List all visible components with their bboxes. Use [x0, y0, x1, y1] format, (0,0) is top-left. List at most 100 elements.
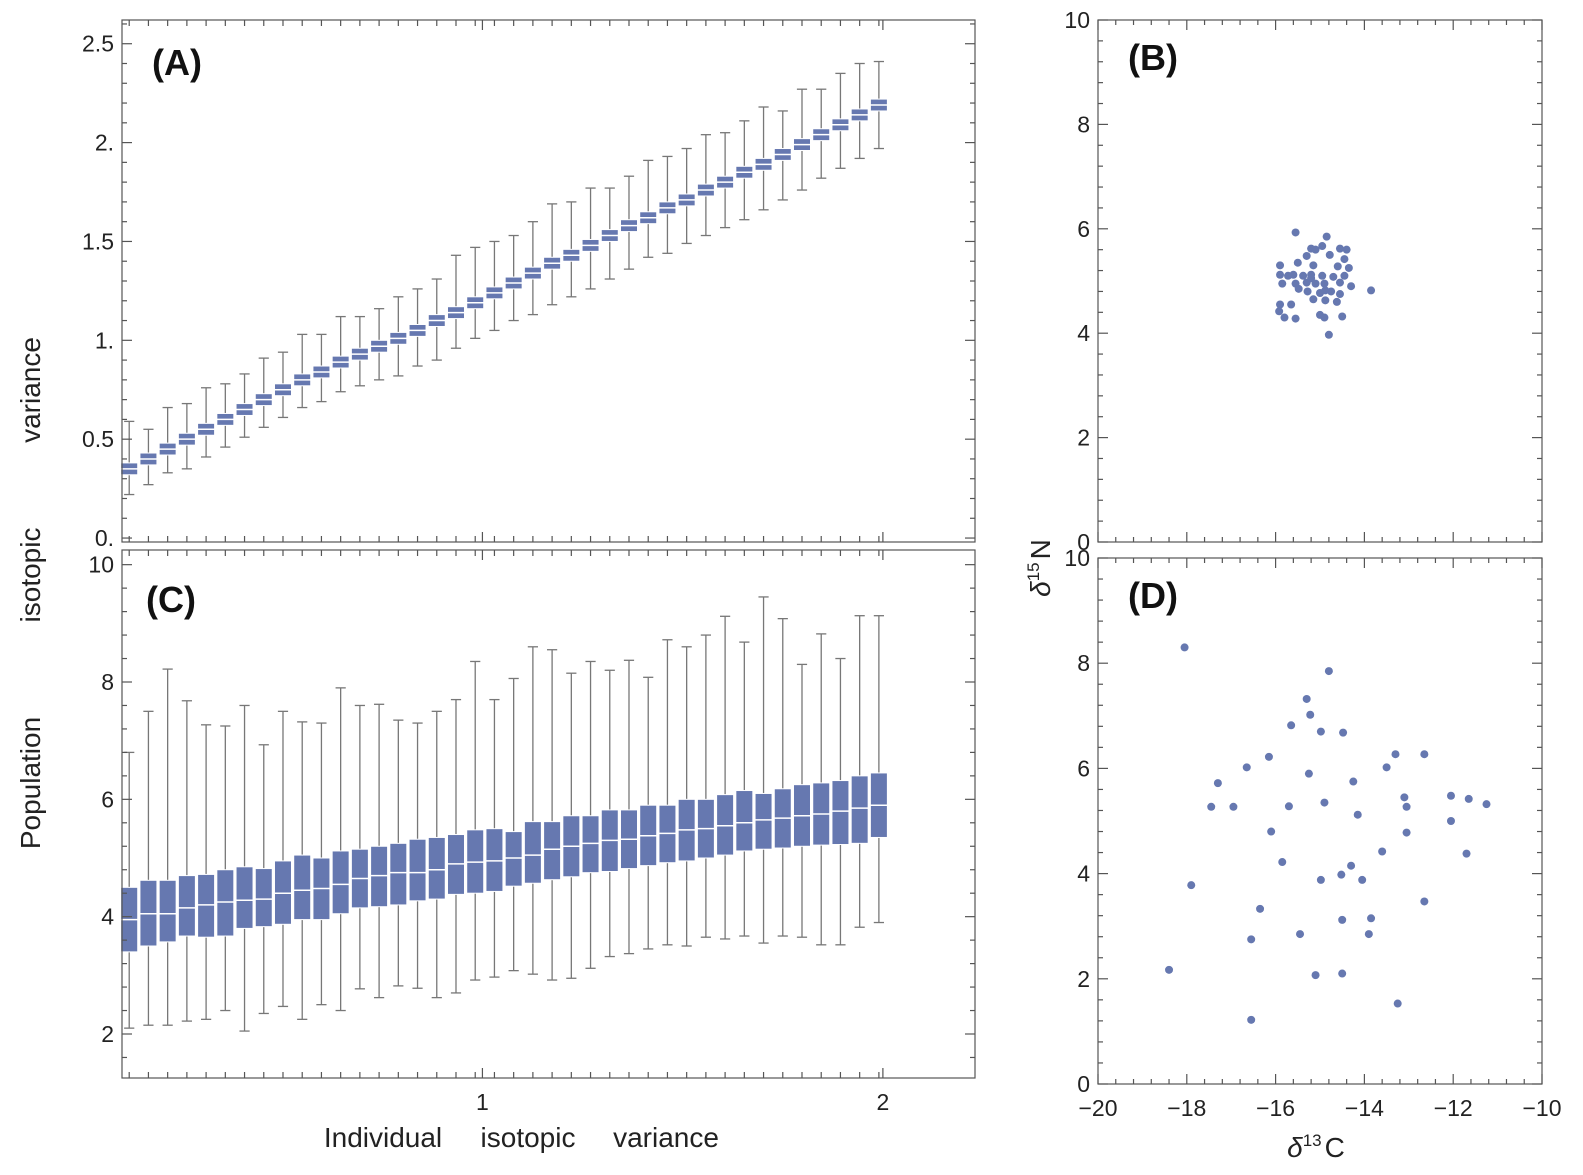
right-y-axis-label: δ15 N [1024, 539, 1056, 597]
panel-a-ytick-label: 0. [95, 525, 114, 551]
panel-c-box [677, 646, 696, 947]
panel-c-iqr-box [177, 875, 196, 937]
right-y-delta: δ [1025, 581, 1056, 597]
panel-a-box [370, 308, 389, 381]
panel-c-box [216, 725, 235, 1012]
panel-a-box [658, 155, 677, 254]
panel-d-point [1337, 870, 1346, 879]
panel-c-box [446, 698, 465, 994]
panel-c-iqr-box [523, 821, 542, 884]
panel-d-xtick-label: −16 [1256, 1095, 1295, 1121]
panel-a-box [120, 420, 139, 496]
panel-c-boxes [120, 596, 888, 1032]
panel-c-box [293, 721, 312, 1020]
panel-b-point [1311, 245, 1320, 254]
shared-x-label-word-3: variance [613, 1122, 719, 1153]
panel-a-box [543, 203, 562, 306]
panel-a-box [639, 159, 658, 258]
panel-a-box [562, 201, 581, 298]
panel-a-box [716, 132, 735, 229]
panel-c-box [120, 751, 139, 1029]
panel-a-box [446, 254, 465, 349]
panel-b-point [1333, 262, 1342, 271]
panel-a-box [312, 333, 331, 403]
panel-b-point [1294, 284, 1303, 293]
panel-a-box [735, 120, 754, 221]
shared-y-label-word-3: variance [15, 337, 46, 443]
panel-c-box [312, 722, 331, 1006]
panel-d-point [1267, 827, 1276, 836]
panel-c-iqr-box [754, 792, 773, 850]
panel-d-point [1213, 779, 1222, 788]
panel-a-box [773, 110, 792, 201]
panel-c-iqr-box [850, 775, 869, 844]
panel-c-ytick-label: 6 [101, 786, 114, 812]
panel-d-point [1187, 881, 1196, 890]
panel-b-point [1309, 295, 1318, 304]
panel-d-point [1462, 849, 1471, 858]
panel-c-iqr-box [735, 790, 754, 852]
panel-b-point [1291, 228, 1300, 237]
panel-a-box [273, 351, 292, 419]
panel-d-point [1296, 930, 1305, 939]
panel-c-box [619, 659, 638, 955]
panel-a-ytick-label: 1.5 [82, 228, 114, 254]
panel-d-point [1229, 802, 1238, 811]
panel-b: 0 2 4 6 8 10 (B) [1064, 7, 1543, 555]
panel-d-xtick-label: −20 [1078, 1095, 1117, 1121]
panel-d-point [1302, 694, 1311, 703]
panel-a-box [850, 62, 869, 160]
panel-d-point [1338, 915, 1347, 924]
panel-a-box [350, 315, 369, 387]
panel-b-point [1276, 300, 1285, 309]
panel-b-point [1325, 250, 1334, 259]
panel-c-box [581, 660, 600, 969]
panel-c-box [716, 615, 735, 940]
panel-d-point [1402, 802, 1411, 811]
panel-d-point [1278, 858, 1287, 867]
panel-c-ytick-label: 10 [88, 552, 114, 578]
panel-b-point [1291, 314, 1300, 323]
panel-d-point [1324, 667, 1333, 676]
panel-c-box [331, 687, 350, 1012]
panel-a-box [293, 333, 312, 409]
panel-d-point [1464, 794, 1473, 803]
panel-c-label: (C) [146, 579, 196, 620]
right-y-sup: 15 [1024, 562, 1043, 581]
panel-c-iqr-box [158, 879, 177, 943]
panel-a-ytick-label: 1. [95, 327, 114, 353]
panel-c-box [177, 700, 196, 1022]
panel-b-point [1321, 296, 1330, 305]
panel-d-points [1165, 643, 1491, 1024]
panel-c-iqr-box [216, 869, 235, 937]
panel-b-point [1302, 251, 1311, 260]
panel-b-point [1278, 279, 1287, 288]
panel-c-xtick-label: 1 [476, 1089, 489, 1115]
panel-d-frame [1097, 557, 1543, 1085]
panel-b-point [1320, 313, 1329, 322]
panel-b-point [1275, 307, 1284, 316]
panel-c-iqr-box [254, 868, 273, 928]
shared-x-label-word-2: isotopic [481, 1122, 576, 1153]
panel-c-box [466, 660, 485, 981]
panel-b-point [1293, 258, 1302, 267]
panel-c-y-axis: 2 4 6 8 10 [88, 552, 975, 1059]
panel-c-ytick-label: 2 [101, 1021, 114, 1047]
shared-y-label-word-1: Population [15, 717, 46, 849]
panel-c-box [350, 704, 369, 990]
panel-b-point [1299, 271, 1308, 280]
panel-a-box [600, 187, 619, 280]
panel-c-iqr-box [331, 850, 350, 915]
panel-c-iqr-box [408, 838, 427, 902]
panel-d-point [1304, 769, 1313, 778]
panel-a-box [504, 234, 523, 322]
panel-d-point [1349, 777, 1358, 786]
panel-c-box [562, 672, 581, 979]
panel-d-point [1207, 802, 1216, 811]
panel-b-point [1324, 330, 1333, 339]
panel-c-box [754, 596, 773, 944]
panel-d-point [1420, 897, 1429, 906]
panel-c-iqr-box [293, 854, 312, 921]
panel-b-y-axis: 0 2 4 6 8 10 [1064, 7, 1542, 555]
